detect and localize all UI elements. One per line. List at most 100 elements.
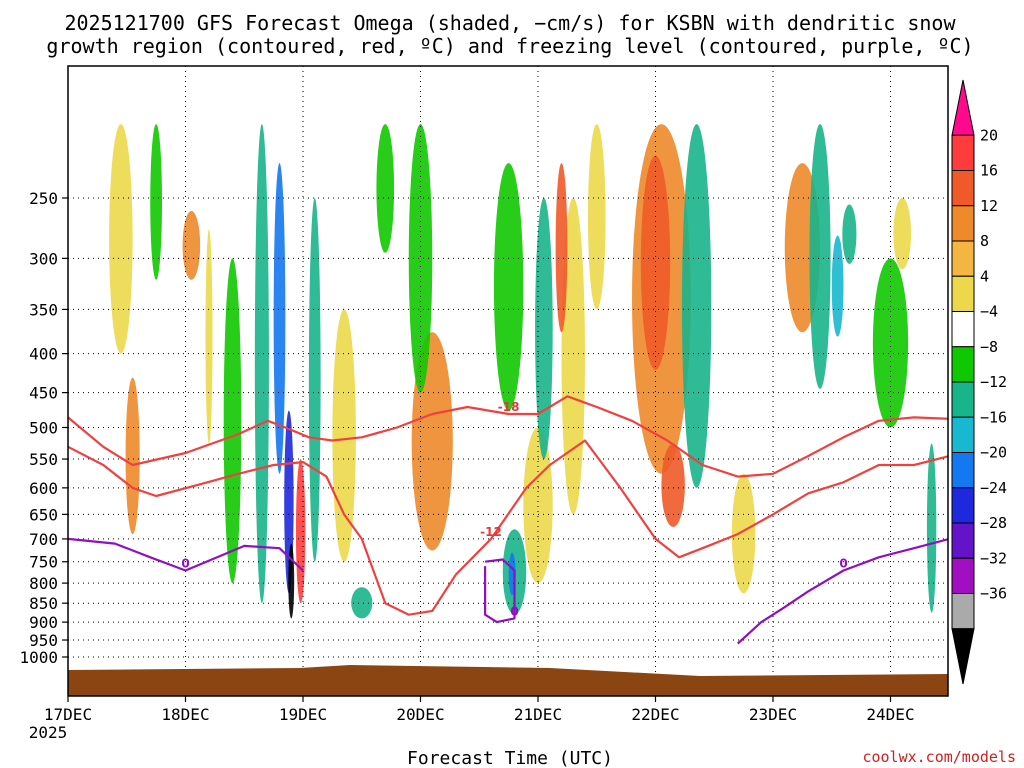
contour-label: 0: [181, 556, 189, 570]
colorbar-swatch: [951, 381, 975, 418]
y-tick-label: 500: [29, 419, 58, 438]
omega-cell: [535, 198, 553, 460]
colorbar-label: −8: [980, 338, 998, 356]
y-tick-label: 650: [29, 505, 58, 524]
omega-cell: [561, 198, 585, 515]
omega-cell: [125, 377, 140, 535]
colorbar-swatch: [951, 346, 975, 383]
omega-cell: [493, 163, 524, 411]
colorbar-label: −36: [980, 585, 1007, 603]
colorbar-label: 12: [980, 197, 998, 215]
x-tick-label: 20DEC: [396, 705, 444, 724]
colorbar-swatch: [951, 205, 975, 242]
y-tick-label: 850: [29, 594, 58, 613]
terrain-ground: [68, 665, 948, 696]
contour-dgz_top: [68, 395, 948, 478]
y-tick-label: 800: [29, 574, 58, 593]
omega-cell: [223, 258, 242, 584]
x-tick-label: 22DEC: [631, 705, 679, 724]
x-tick-label: 24DEC: [866, 705, 914, 724]
omega-cell: [926, 443, 937, 613]
omega-cell: [587, 124, 606, 310]
y-tick-label: 950: [29, 631, 58, 650]
x-axis-ticks: 17DEC 18DEC 19DEC 20DEC 21DEC 22DEC 23DEC 24DEC: [44, 696, 915, 724]
contour-label: 0: [510, 604, 518, 618]
colorbar-label: −12: [980, 373, 1007, 391]
omega-cell: [408, 124, 433, 393]
colorbar-label: 8: [980, 232, 989, 250]
y-tick-label: 600: [29, 479, 58, 498]
chart-title-line2: growth region (contoured, red, ºC) and f…: [46, 34, 973, 58]
omega-cell: [872, 258, 909, 428]
y-axis-ticks: 2503003504004505005506006507007508008509…: [19, 189, 68, 667]
y-tick-label: 700: [29, 530, 58, 549]
colorbar-label: −20: [980, 444, 1007, 462]
omega-cell: [351, 587, 373, 619]
colorbar-swatch: [951, 311, 975, 348]
colorbar-label: −24: [980, 479, 1007, 497]
colorbar-label: 20: [980, 126, 998, 144]
omega-cell: [731, 473, 756, 594]
omega-cell: [332, 309, 356, 562]
x-tick-label: 21DEC: [514, 705, 562, 724]
colorbar-label: −32: [980, 549, 1007, 567]
colorbar-swatch: [951, 170, 975, 207]
omega-cell: [295, 459, 306, 604]
contour-label: -12: [480, 525, 502, 539]
x-tick-label: 19DEC: [279, 705, 327, 724]
colorbar-swatch: [951, 240, 975, 277]
omega-cell: [254, 124, 269, 604]
omega-cell: [109, 124, 133, 354]
grid-lines: [67, 66, 948, 696]
ground-fill: [68, 665, 948, 696]
colorbar-label: −28: [980, 514, 1007, 532]
y-tick-label: 450: [29, 384, 58, 403]
contour-dgz_bottom: [68, 439, 948, 616]
omega-cell: [205, 229, 213, 444]
y-tick-label: 550: [29, 450, 58, 469]
colorbar-swatch: [951, 416, 975, 453]
contour-freezing_level_2: [484, 558, 516, 624]
contours: -18 -12 0 0 0: [68, 395, 948, 645]
credit-label[interactable]: coolwx.com/models: [862, 748, 1016, 766]
omega-cell: [273, 163, 286, 474]
omega-cell: [555, 163, 568, 333]
contour-freezing_level: [68, 537, 304, 572]
omega-cell: [831, 235, 844, 337]
omega-cell: [809, 124, 831, 389]
contour-freezing_level_3: [737, 538, 948, 645]
omega-cell: [661, 443, 685, 527]
colorbar-swatch: [951, 275, 975, 312]
colorbar-swatch: [951, 487, 975, 524]
omega-cell: [150, 124, 162, 280]
colorbar-swatch: [951, 557, 975, 594]
colorbar-label: −4: [980, 303, 998, 321]
chart-title-line1: 2025121700 GFS Forecast Omega (shaded, −…: [64, 11, 956, 35]
omega-cell: [523, 427, 553, 584]
omega-cell: [893, 198, 912, 270]
colorbar-swatch: [951, 79, 975, 136]
colorbar-label: −16: [980, 408, 1007, 426]
colorbar-swatch: [951, 522, 975, 559]
colorbar: 20 16 12 8 4 −4 −8 −12 −16 −20 −24 −28 −32 −36: [951, 79, 1007, 685]
y-tick-label: 900: [29, 613, 58, 632]
omega-cell: [376, 124, 395, 253]
y-tick-label: 1000: [19, 648, 58, 667]
omega-cell: [182, 210, 201, 280]
omega-cell: [640, 155, 671, 370]
x-axis-label: Forecast Time (UTC): [407, 748, 613, 768]
y-tick-label: 250: [29, 189, 58, 208]
colorbar-label: 16: [980, 162, 998, 180]
omega-cell: [681, 124, 712, 488]
colorbar-swatch: [951, 134, 975, 171]
omega-cell: [308, 198, 321, 562]
x-tick-label: 18DEC: [161, 705, 209, 724]
x-tick-label: 17DEC: [44, 705, 92, 724]
contour-label: -18: [498, 400, 520, 414]
y-tick-label: 300: [29, 249, 58, 268]
colorbar-label: 4: [980, 267, 989, 285]
y-tick-label: 750: [29, 553, 58, 572]
colorbar-swatch: [951, 628, 975, 685]
plot-frame: [67, 65, 949, 697]
